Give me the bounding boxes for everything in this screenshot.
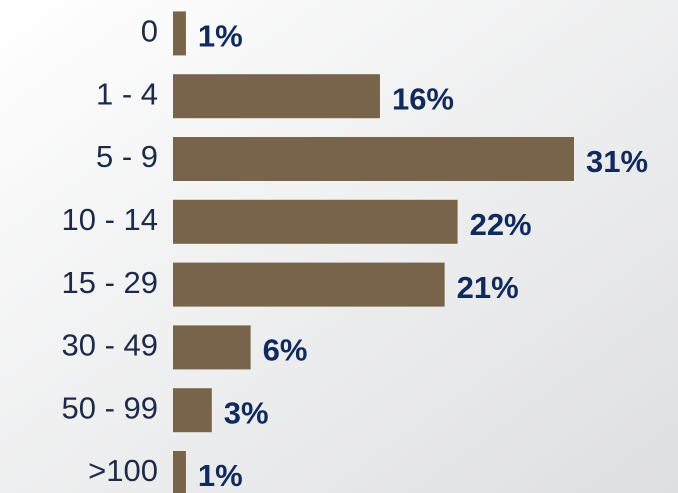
category-label: 15 - 29 <box>61 265 158 300</box>
bar <box>173 325 251 370</box>
bar <box>173 11 186 56</box>
data-label: 3% <box>224 395 269 430</box>
bar <box>173 451 186 493</box>
category-label: 1 - 4 <box>96 76 158 111</box>
bar <box>173 137 574 181</box>
data-label: 21% <box>457 270 519 305</box>
category-label: >100 <box>88 453 158 488</box>
category-label: 5 - 9 <box>96 139 158 174</box>
category-label: 50 - 99 <box>61 390 158 425</box>
data-label: 6% <box>263 333 308 368</box>
bar <box>173 262 445 307</box>
bar <box>173 199 458 244</box>
bar <box>173 74 380 119</box>
category-label: 0 <box>141 14 158 49</box>
data-label: 22% <box>470 207 532 242</box>
category-label: 30 - 49 <box>61 328 158 363</box>
data-label: 31% <box>586 144 648 179</box>
category-label: 10 - 14 <box>61 202 158 237</box>
data-label: 1% <box>198 19 243 54</box>
data-label: 16% <box>392 81 454 116</box>
data-label: 1% <box>198 458 243 493</box>
bar <box>173 388 212 433</box>
